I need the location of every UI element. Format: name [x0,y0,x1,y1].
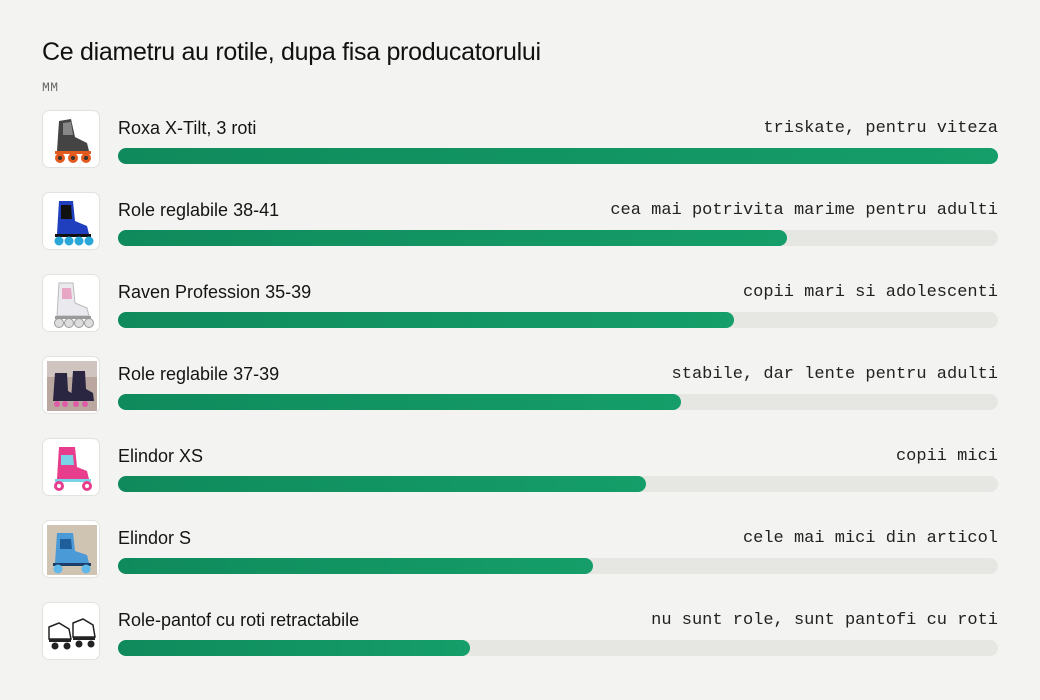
quad-skate-pink-icon [42,438,100,496]
category-label: Role reglabile 37-39 [118,364,280,384]
bar-annotation: copii mici [895,447,998,466]
bar [118,394,682,410]
bar [118,476,646,492]
inline-skate-white-icon [42,274,100,332]
category-label: Elindor XS [118,446,204,466]
chart-title: Ce diametru au rotile, dupa fisa produca… [42,38,541,66]
inline-skate-blue-icon [42,192,100,250]
chart-unit: MM [42,80,59,95]
bar-row: Raven Profession 35-39 copii mari si adol… [42,274,998,356]
category-label: Raven Profession 35-39 [118,282,312,302]
bar-track [118,640,998,656]
bar-annotation: cea mai potrivita marime pentru adulti [610,201,998,220]
bar-track [118,230,998,246]
bar-track [118,394,998,410]
bar-row: Elindor XS copii mici [42,438,998,520]
bar-row: Role-pantof cu roti retractabile nu sunt … [42,602,998,684]
category-label: Role reglabile 38-41 [118,200,280,220]
bar-row: Role reglabile 37-39 stabile, dar lente p… [42,356,998,438]
quad-skate-blue-icon [42,520,100,578]
bar [118,640,470,656]
bar-annotation: triskate, pentru viteza [763,119,998,138]
bar-track [118,148,998,164]
category-label: Elindor S [118,528,192,548]
category-label: Role-pantof cu roti retractabile [118,610,360,630]
bar [118,230,787,246]
bar-row: Role reglabile 38-41 cea mai potrivita ma… [42,192,998,274]
bar-rows: Roxa X-Tilt, 3 roti triskate, pentru vite… [42,110,998,684]
inline-skate-photo-icon [42,356,100,414]
bar-annotation: stabile, dar lente pentru adulti [671,365,998,384]
inline-skate-tri-wheel-icon [42,110,100,168]
bar [118,558,594,574]
category-label: Roxa X-Tilt, 3 roti [118,118,257,138]
bar-row: Roxa X-Tilt, 3 roti triskate, pentru vite… [42,110,998,192]
bar-track [118,312,998,328]
bar-row: Elindor S cele mai mici din articol [42,520,998,602]
bar [118,148,998,164]
bar-annotation: nu sunt role, sunt pantofi cu roti [651,611,998,630]
wheeled-shoe-icon [42,602,100,660]
bar-annotation: cele mai mici din articol [742,529,998,548]
bar-annotation: copii mari si adolescenti [742,283,998,302]
bar-track [118,476,998,492]
bar-track [118,558,998,574]
bar [118,312,734,328]
